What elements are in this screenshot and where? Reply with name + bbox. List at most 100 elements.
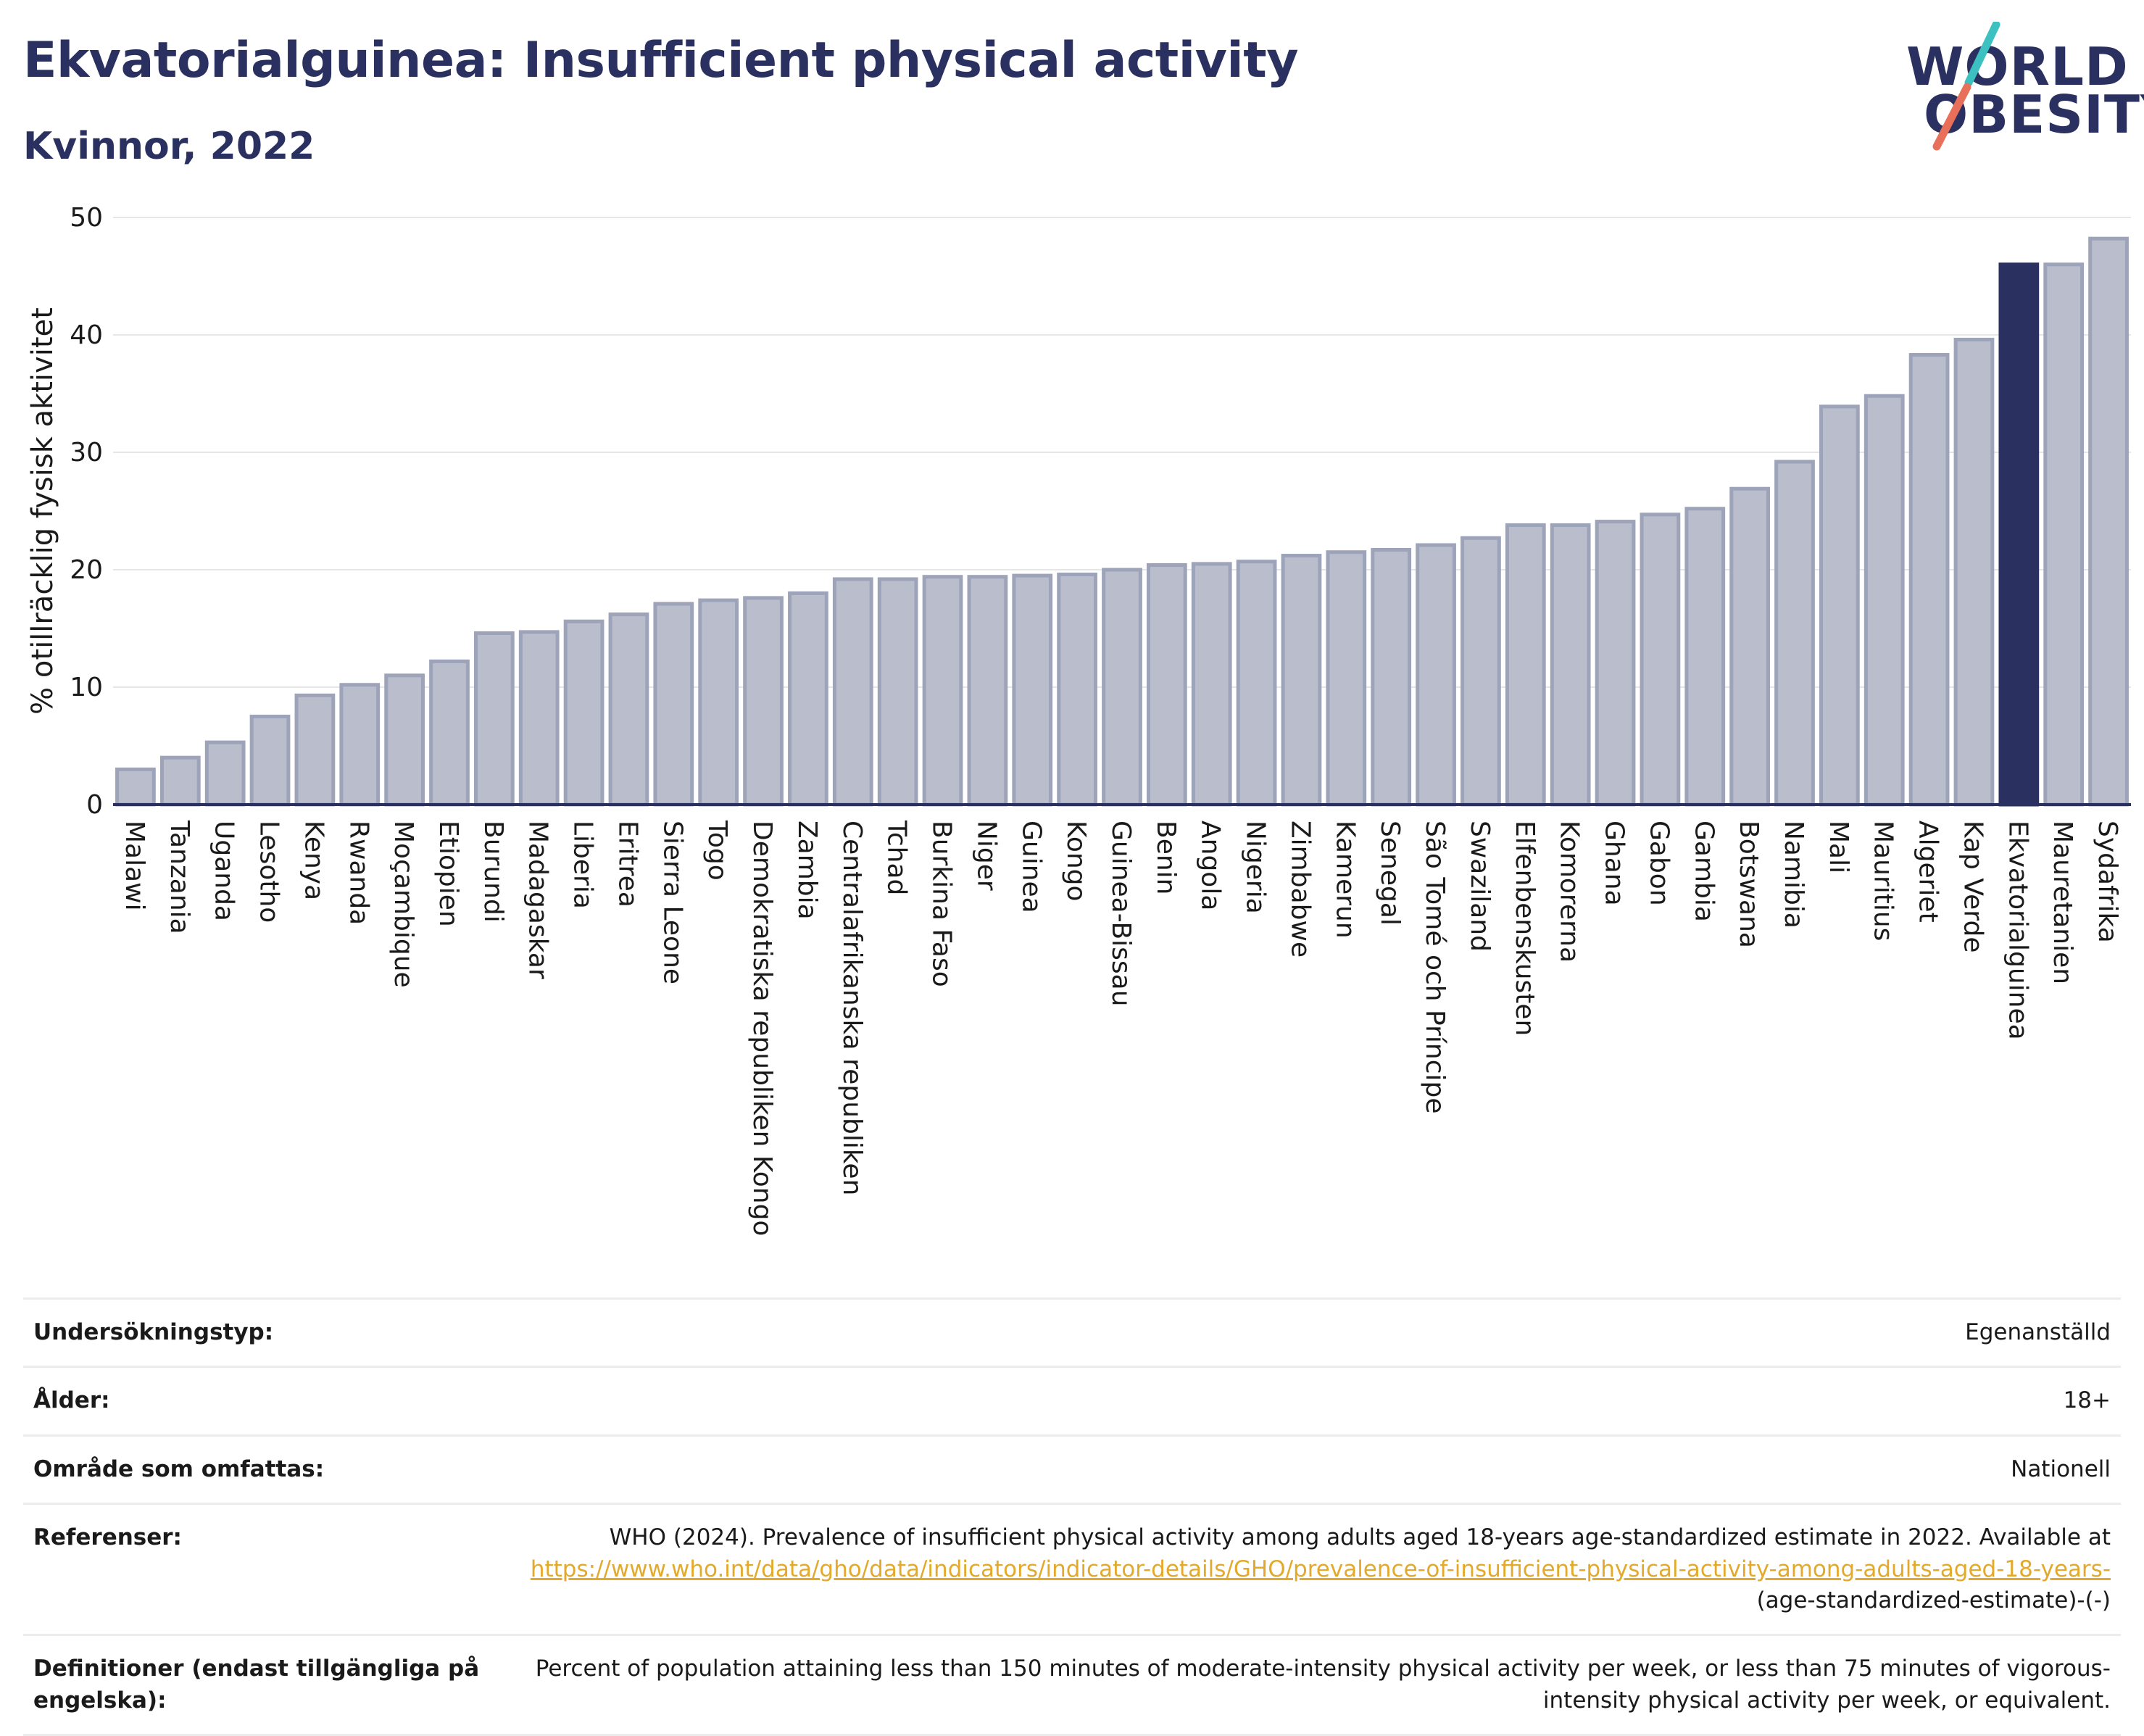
x-tick-label: Mali (1824, 821, 1853, 873)
x-tick-label: Kongo (1061, 821, 1091, 902)
y-tick-label: 40 (70, 320, 103, 350)
y-tick-label: 20 (70, 555, 103, 585)
x-tick-label: Kenya (299, 821, 328, 900)
metadata-table: Undersökningstyp: Egenanställd Ålder: 18… (23, 1297, 2121, 1736)
chart-subtitle: Kvinnor, 2022 (23, 125, 315, 168)
x-tick-label: Zambia (792, 821, 822, 920)
x-tick-label: Sierra Leone (657, 821, 687, 984)
meta-label: Område som omfattas: (33, 1455, 325, 1482)
x-tick-label: Togo (702, 820, 732, 881)
meta-row-age: Ålder: 18+ (23, 1366, 2121, 1434)
x-tick-label: Madagaskar (523, 821, 553, 979)
bar-32 (1550, 523, 1591, 807)
x-tick-label: Kap Verde (1958, 821, 1987, 952)
x-tick-label: Lesotho (254, 821, 284, 923)
reference-link[interactable]: https://www.who.int/data/gho/data/indica… (530, 1556, 2111, 1582)
bar-31 (1505, 523, 1546, 807)
x-tick-label: Algeriet (1914, 821, 1943, 923)
meta-row-coverage: Område som omfattas: Nationell (23, 1434, 2121, 1503)
bar-20 (1012, 573, 1053, 807)
y-tick-label: 30 (70, 438, 103, 468)
bar-38 (1819, 404, 1860, 807)
reference-suffix: (age-standardized-estimate)-(-) (1756, 1587, 2111, 1614)
x-tick-label: Malawi (120, 821, 149, 911)
x-tick-label: Senegal (1375, 821, 1405, 926)
bar-44 (2088, 236, 2129, 807)
chart-title: Ekvatorialguinea: Insufficient physical … (23, 32, 1299, 89)
bar-16 (832, 577, 873, 807)
bar-43 (2043, 262, 2085, 807)
x-tick-label: Liberia (568, 821, 598, 909)
meta-label: Ålder: (33, 1387, 110, 1414)
x-tick-label: Centralafrikanska republiken (837, 821, 867, 1195)
bar-9 (518, 630, 560, 807)
meta-row-survey-type: Undersökningstyp: Egenanställd (23, 1297, 2121, 1366)
meta-row-references: Referenser: WHO (2024). Prevalence of in… (23, 1503, 2121, 1634)
x-tick-label: Niger (971, 821, 1001, 891)
bar-23 (1147, 563, 1187, 807)
bar-27 (1326, 550, 1367, 807)
x-tick-label: Nigeria (1241, 821, 1271, 914)
x-tick-label: Mauritius (1869, 821, 1898, 941)
x-tick-label: Tanzania (165, 820, 194, 934)
x-tick-label: Swaziland (1465, 821, 1495, 952)
x-tick-label: Kamerun (1330, 821, 1360, 939)
x-tick-label: Etiopien (433, 821, 463, 927)
bar-11 (608, 612, 649, 807)
bar-19 (967, 575, 1008, 807)
world-obesity-logo: WORLD OBESITY (1892, 22, 2144, 152)
bar-33 (1595, 520, 1636, 807)
meta-label: Referenser: (33, 1524, 182, 1551)
x-tick-label: Komorerna (1555, 821, 1584, 963)
bar-2 (204, 740, 246, 807)
y-tick-label: 50 (70, 203, 103, 233)
reference-text: WHO (2024). Prevalence of insufficient p… (609, 1524, 2111, 1551)
x-tick-label: Guinea-Bissau (1106, 821, 1136, 1007)
bar-14 (743, 596, 784, 807)
meta-row-definitions: Definitioner (endast tillgängliga på eng… (23, 1634, 2121, 1736)
bar-41 (1953, 337, 1995, 807)
bar-30 (1461, 536, 1501, 807)
x-tick-label: Burundi (478, 821, 508, 923)
bar-10 (563, 619, 604, 807)
x-tick-label: Eritrea (612, 821, 642, 908)
x-tick-label: Elfenbenskusten (1510, 821, 1540, 1036)
meta-value: WHO (2024). Prevalence of insufficient p… (506, 1505, 2121, 1634)
y-tick-label: 10 (70, 673, 103, 702)
bar-17 (877, 577, 918, 807)
x-tick-label: Benin (1151, 821, 1181, 894)
x-tick-label: Guinea (1016, 821, 1046, 913)
y-tick-label: 0 (86, 790, 103, 820)
x-tick-label: Tchad (882, 820, 912, 895)
bar-13 (698, 598, 739, 807)
bar-21 (1057, 572, 1097, 807)
meta-value: Egenanställd (1965, 1319, 2111, 1345)
bar-28 (1371, 547, 1412, 807)
bar-22 (1102, 568, 1142, 807)
bar-37 (1774, 460, 1815, 807)
x-tick-label: Moçambique (389, 821, 418, 988)
bar-18 (922, 575, 963, 807)
bar-0 (115, 767, 156, 807)
bar-chart: 0 10 20 30 40 50 % otillräcklig fysisk aktivit… (26, 203, 2131, 1236)
bar-25 (1236, 560, 1277, 807)
x-tick-label: Namibia (1779, 821, 1808, 929)
logo-line-1: WORLD (1906, 36, 2129, 97)
bar-35 (1684, 507, 1726, 807)
x-tick-label: Angola (1196, 821, 1226, 910)
logo-slash-icon (1932, 22, 2000, 151)
meta-label: Undersökningstyp: (33, 1319, 274, 1345)
x-tick-label: Ekvatorialguinea (2003, 821, 2032, 1040)
bar-7 (429, 659, 470, 807)
bar-24 (1191, 562, 1232, 807)
meta-value: 18+ (2063, 1387, 2111, 1414)
x-tick-label: Zimbabwe (1285, 821, 1315, 958)
bar-5 (339, 683, 381, 807)
x-tick-label: Gabon (1644, 821, 1674, 906)
bar-39 (1863, 394, 1905, 807)
x-tick-label: Uganda (209, 821, 239, 921)
bar-15 (788, 591, 828, 807)
bar-3 (249, 715, 291, 807)
bar-12 (653, 602, 694, 807)
x-tick-label: Demokratiska republiken Kongo (747, 821, 777, 1236)
